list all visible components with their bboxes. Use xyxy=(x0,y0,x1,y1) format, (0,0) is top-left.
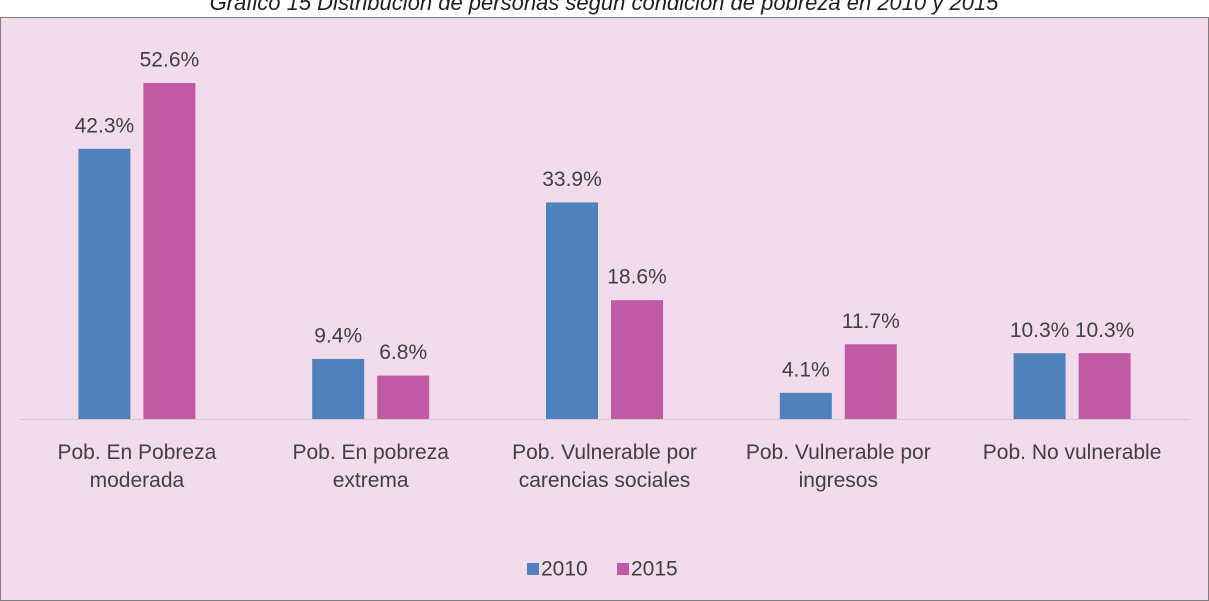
x-tick-label: Pob. Vulnerable por carencias sociales xyxy=(512,441,697,492)
bar xyxy=(143,83,196,419)
bar xyxy=(312,358,365,419)
legend-swatch xyxy=(617,563,629,575)
chart-area xyxy=(0,17,1209,601)
bar xyxy=(377,375,430,419)
data-label: 11.7% xyxy=(842,310,900,333)
data-label: 42.3% xyxy=(75,114,135,137)
data-label: 6.8% xyxy=(379,341,427,364)
x-tick-label: Pob. En pobreza extrema xyxy=(292,441,449,492)
legend-swatch xyxy=(527,563,539,575)
data-label: 10.3% xyxy=(1075,319,1135,342)
bar xyxy=(779,392,832,419)
bar xyxy=(78,148,131,419)
bar xyxy=(611,300,663,419)
data-label: 10.3% xyxy=(1010,319,1070,342)
data-label: 9.4% xyxy=(314,325,362,348)
x-tick-label: Pob. En Pobreza moderada xyxy=(57,441,217,492)
bar xyxy=(1078,353,1131,419)
data-label: 52.6% xyxy=(140,49,200,72)
x-tick-label: Pob. Vulnerable por ingresos xyxy=(745,441,931,492)
chart-title: Gráfico 15 Distribución de personas segú… xyxy=(210,0,1000,15)
legend-label: 2015 xyxy=(631,558,678,581)
data-label: 33.9% xyxy=(542,168,602,191)
data-label: 18.6% xyxy=(607,266,667,289)
x-tick-label: Pob. No vulnerable xyxy=(982,441,1162,464)
data-label: 4.1% xyxy=(782,358,830,381)
bar xyxy=(1013,353,1066,419)
bar xyxy=(546,202,598,419)
bar xyxy=(844,344,897,419)
legend-label: 2010 xyxy=(541,558,588,581)
